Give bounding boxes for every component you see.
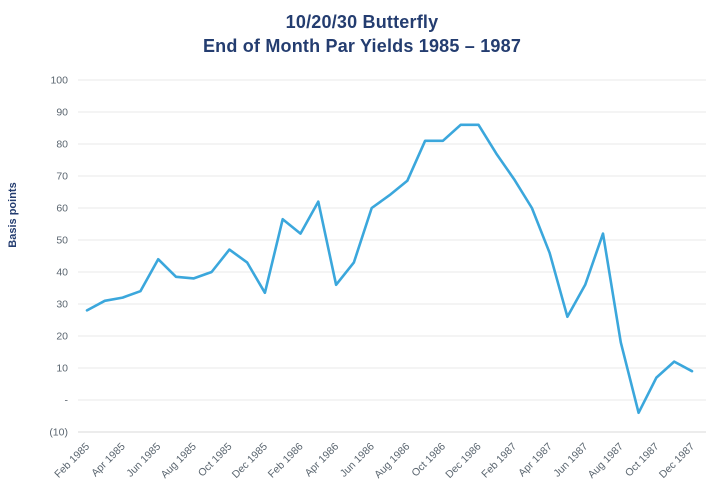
x-axis-tick-label: Oct 1985 [196,441,235,480]
y-axis-tick-label: 100 [50,75,68,87]
x-axis-tick-label: Feb 1987 [479,441,519,481]
y-axis-tick-label: 10 [56,363,68,375]
y-axis-tick-label: 70 [56,171,68,183]
x-axis-tick-label: Jun 1985 [124,441,163,480]
x-axis-tick-label: Oct 1987 [623,441,662,480]
chart-title: 10/20/30 Butterfly [285,12,439,32]
y-axis-tick-label: 60 [56,203,68,215]
y-axis-tick-label: - [65,395,69,407]
x-axis-tick-label: Dec 1986 [443,441,483,481]
x-axis-tick-label: Jun 1986 [338,441,377,480]
chart-title-block: 10/20/30 Butterfly End of Month Par Yiel… [0,10,720,58]
chart-subtitle: End of Month Par Yields 1985 – 1987 [202,36,522,56]
y-axis-tick-label: 80 [56,139,68,151]
y-axis-tick-label: 50 [56,235,68,247]
x-axis-tick-label: Feb 1986 [266,441,306,481]
x-axis-tick-label: Apr 1986 [303,441,342,480]
x-axis-tick-label: Apr 1987 [516,441,555,480]
y-axis-tick-label: (10) [49,427,68,439]
y-axis-tick-label: 20 [56,331,68,343]
x-axis-tick-label: Jun 1987 [551,441,590,480]
x-axis-tick-label: Dec 1985 [230,441,270,481]
x-axis-tick-label: Dec 1987 [657,441,697,481]
x-axis-tick-label: Aug 1986 [372,441,412,481]
y-axis-tick-label: 30 [56,299,68,311]
x-axis-tick-label: Apr 1985 [89,441,128,480]
x-axis-tick-label: Aug 1987 [586,441,626,481]
x-axis-tick-label: Aug 1985 [159,441,199,481]
x-axis-tick-label: Feb 1985 [52,441,92,481]
x-axis-tick-label: Oct 1986 [409,441,448,480]
data-line-series [85,123,694,415]
y-axis-tick-label: 40 [56,267,68,279]
y-axis-tick-label: 90 [56,107,68,119]
